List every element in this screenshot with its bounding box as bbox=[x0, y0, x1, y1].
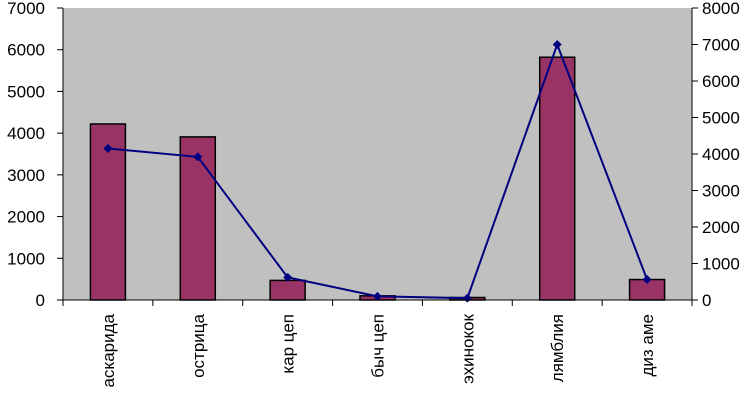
right-tick-label: 3000 bbox=[702, 182, 740, 201]
line-point bbox=[552, 40, 562, 49]
left-tick-label: 3000 bbox=[7, 166, 45, 185]
line-point bbox=[642, 275, 652, 285]
right-tick-label: 4000 bbox=[702, 145, 740, 164]
category-label: кар цеп bbox=[279, 314, 298, 374]
left-tick-label: 2000 bbox=[7, 208, 45, 227]
left-tick-label: 4000 bbox=[7, 124, 45, 143]
line-point bbox=[103, 144, 113, 154]
line-point bbox=[283, 272, 293, 282]
category-label: острица bbox=[189, 313, 208, 377]
left-tick-label: 6000 bbox=[7, 41, 45, 60]
right-tick-label: 7000 bbox=[702, 36, 740, 55]
line-point bbox=[193, 152, 203, 162]
bar bbox=[179, 136, 217, 301]
category-label: быч цеп bbox=[369, 314, 388, 378]
right-tick-label: 1000 bbox=[702, 255, 740, 274]
right-tick-label: 2000 bbox=[702, 218, 740, 237]
category-label: диз аме bbox=[638, 314, 657, 377]
bar bbox=[269, 279, 306, 301]
category-label: аскарида bbox=[99, 313, 118, 387]
left-tick-label: 5000 bbox=[7, 82, 45, 101]
right-tick-label: 8000 bbox=[702, 0, 740, 18]
right-tick-label: 6000 bbox=[702, 72, 740, 91]
category-label: эхинокок bbox=[458, 313, 477, 383]
bar bbox=[538, 56, 576, 301]
category-label: лямблия bbox=[548, 314, 567, 382]
right-tick-label: 5000 bbox=[702, 109, 740, 128]
line-point bbox=[373, 291, 382, 301]
left-tick-label: 0 bbox=[36, 291, 45, 310]
left-tick-label: 7000 bbox=[7, 0, 45, 18]
bar bbox=[89, 123, 127, 301]
right-tick-label: 0 bbox=[702, 291, 711, 310]
left-tick-label: 1000 bbox=[7, 249, 45, 268]
